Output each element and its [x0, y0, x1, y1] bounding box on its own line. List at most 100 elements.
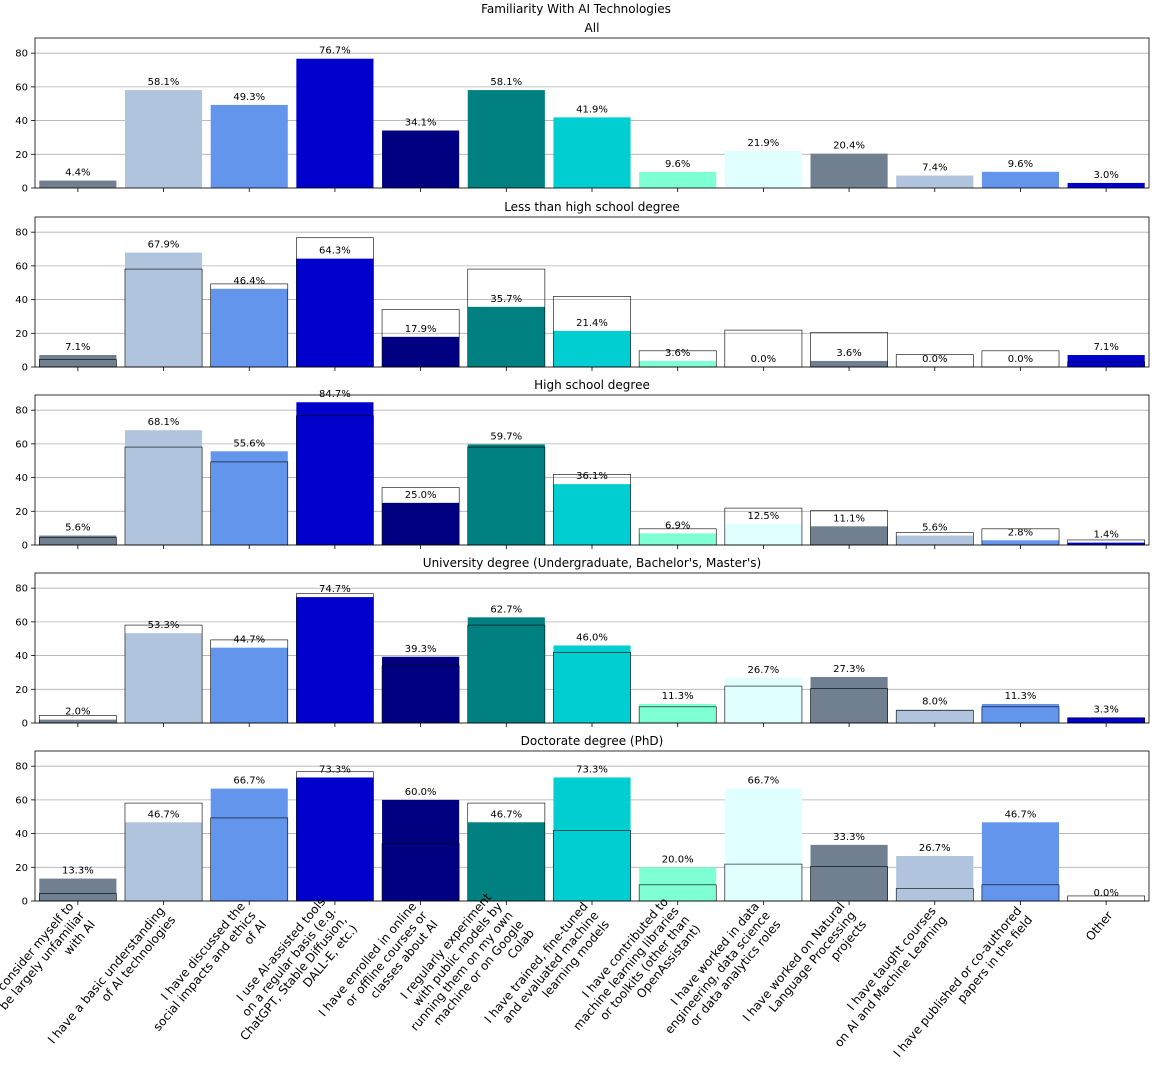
y-tick-label: 20 — [15, 150, 28, 161]
y-tick-label: 60 — [15, 82, 28, 93]
data-label: 46.7% — [148, 809, 180, 820]
x-category-label-line: be largely unfamiliar — [0, 908, 87, 1012]
axes-frame — [34, 572, 1150, 724]
data-label: 39.3% — [405, 644, 437, 655]
bar — [467, 822, 545, 901]
data-label: 21.9% — [747, 138, 779, 149]
bar — [724, 788, 802, 901]
data-label: 66.7% — [747, 776, 779, 787]
bar — [1067, 542, 1145, 545]
data-label: 53.3% — [148, 620, 180, 631]
data-label: 11.3% — [1005, 691, 1037, 702]
data-label: 27.3% — [833, 664, 865, 675]
y-tick-label: 80 — [15, 228, 28, 239]
bar — [724, 151, 802, 188]
data-label: 34.1% — [405, 118, 437, 129]
y-tick-label: 40 — [15, 295, 28, 306]
data-label: 59.7% — [490, 431, 522, 442]
data-label: 1.4% — [1093, 530, 1118, 541]
data-label: 73.3% — [576, 764, 608, 775]
data-label: 68.1% — [148, 417, 180, 428]
data-label: 46.7% — [1005, 809, 1037, 820]
panel-title: Doctorate degree (PhD) — [521, 734, 664, 748]
bar — [896, 709, 974, 723]
bar — [382, 336, 460, 367]
data-label: 11.1% — [833, 513, 865, 524]
y-tick-label: 20 — [15, 329, 28, 340]
y-tick-label: 40 — [15, 116, 28, 127]
data-label: 13.3% — [62, 866, 94, 877]
bar — [382, 130, 460, 188]
bar — [124, 822, 203, 901]
bar — [210, 451, 288, 545]
bar — [553, 777, 631, 901]
bar — [553, 645, 631, 723]
data-label: 35.7% — [490, 294, 522, 305]
bar — [467, 90, 545, 188]
chart-title: Familiarity With AI Technologies — [481, 2, 671, 16]
data-label: 8.0% — [922, 697, 947, 708]
data-label: 66.7% — [233, 776, 265, 787]
bar — [810, 360, 888, 367]
y-tick-label: 60 — [15, 261, 28, 272]
bar — [896, 856, 974, 901]
bar — [981, 540, 1060, 545]
data-label: 58.1% — [148, 77, 180, 88]
bar — [210, 288, 288, 367]
data-label: 9.6% — [665, 159, 690, 170]
data-label: 46.7% — [490, 809, 522, 820]
y-tick-label: 60 — [15, 617, 28, 628]
bar — [810, 153, 888, 188]
x-axis-labels: I consider myself tobe largely unfamilia… — [0, 890, 1116, 1060]
x-category-label-line: Other — [1083, 908, 1116, 943]
bar — [39, 878, 117, 901]
x-category-label-line: I have discussed the — [158, 900, 248, 1003]
bar — [724, 523, 802, 545]
y-tick-label: 40 — [15, 651, 28, 662]
data-label: 44.7% — [233, 635, 265, 646]
data-label: 33.3% — [833, 832, 865, 843]
data-label: 20.0% — [662, 854, 694, 865]
panel-2: High school degree 0 20 40 60 80 5.6% 68.1% 55.6… — [15, 378, 1150, 552]
bar — [296, 58, 374, 189]
bar — [553, 117, 631, 188]
y-tick-label: 20 — [15, 685, 28, 696]
bar — [296, 258, 374, 367]
panel-4: Doctorate degree (PhD) 0 20 40 60 80 13.3% 46.7… — [15, 734, 1150, 908]
bar — [39, 719, 117, 723]
bar — [724, 678, 802, 723]
data-label: 2.8% — [1008, 527, 1033, 538]
bar — [382, 656, 460, 723]
data-label: 0.0% — [751, 354, 776, 365]
data-label: 2.0% — [65, 707, 90, 718]
data-label: 76.7% — [319, 46, 351, 57]
data-label: 46.0% — [576, 632, 608, 643]
data-label: 17.9% — [405, 324, 437, 335]
bar — [296, 402, 374, 545]
panel-0: All 0 20 40 60 80 4.4% 58.1% 49.3% 76.7% 34.1% 58.1… — [15, 21, 1150, 195]
bar — [810, 676, 888, 723]
data-label: 12.5% — [747, 511, 779, 522]
bar — [124, 633, 203, 723]
bar — [39, 355, 117, 367]
bar — [296, 597, 374, 723]
bar — [1067, 182, 1145, 188]
y-tick-label: 0 — [22, 897, 28, 908]
data-label: 6.9% — [665, 520, 690, 531]
bar — [896, 175, 974, 188]
data-label: 60.0% — [405, 787, 437, 798]
bar — [382, 502, 460, 545]
axes-frame — [34, 394, 1150, 546]
data-label: 49.3% — [233, 92, 265, 103]
bar — [467, 444, 545, 545]
bar — [39, 180, 117, 188]
bar — [810, 844, 888, 901]
data-label: 3.6% — [836, 348, 861, 359]
bar — [896, 535, 974, 545]
panel-title: All — [585, 21, 600, 35]
data-label: 26.7% — [919, 843, 951, 854]
data-label: 21.4% — [576, 318, 608, 329]
bar — [639, 171, 717, 188]
panel-3: University degree (Undergraduate, Bachel… — [15, 556, 1150, 730]
